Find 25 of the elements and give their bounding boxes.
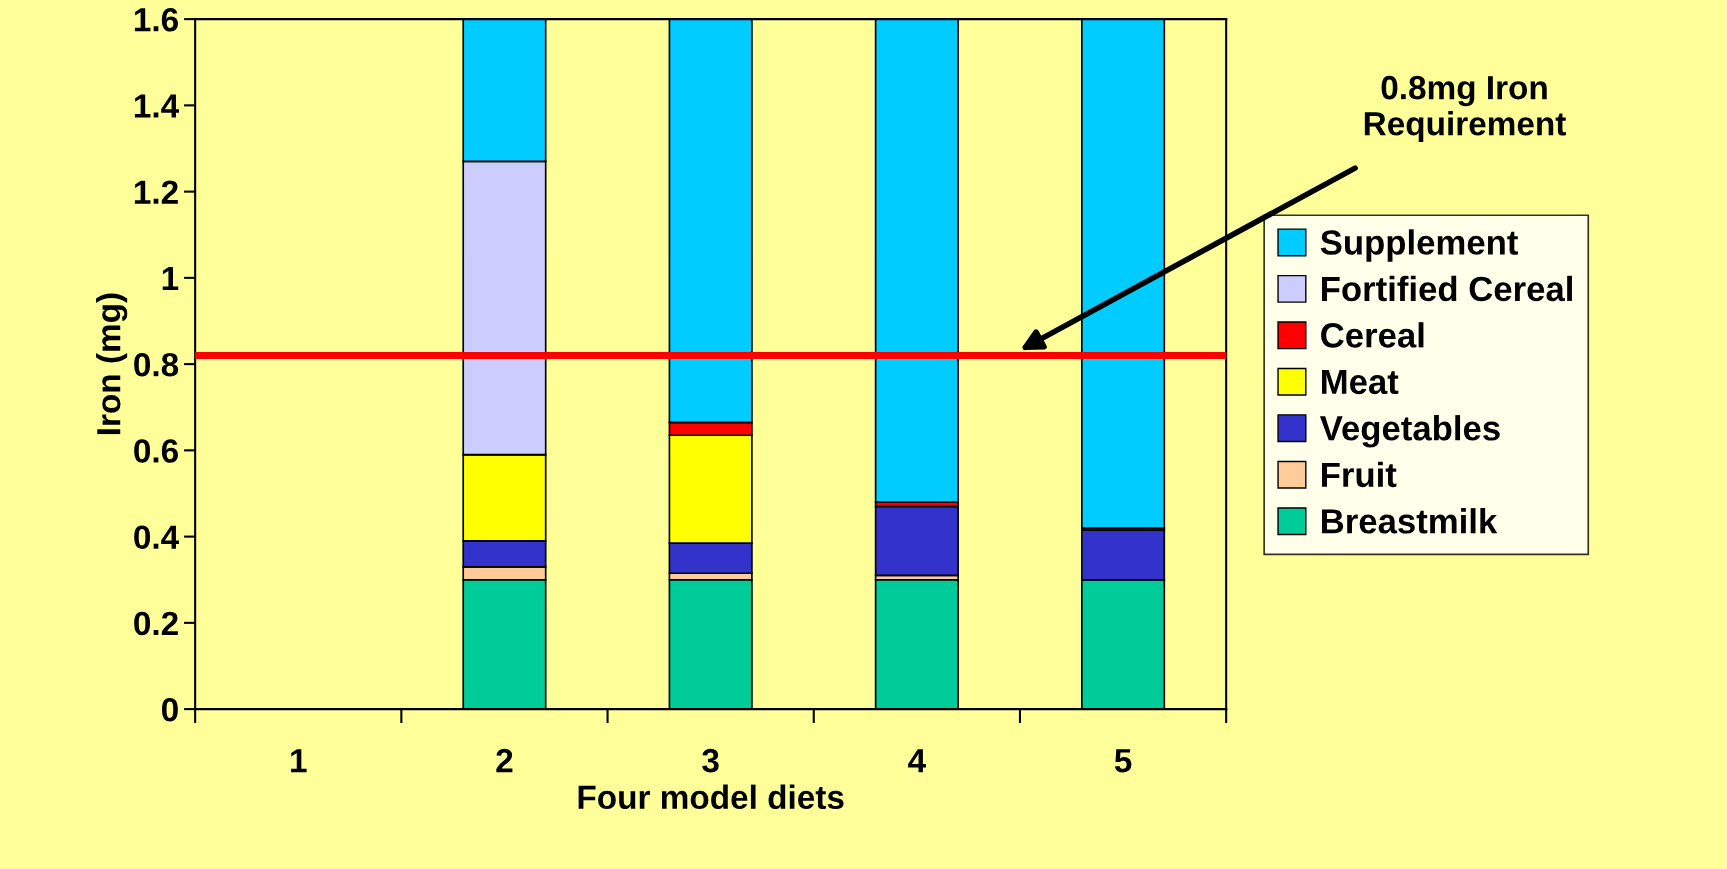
legend-label: Cereal bbox=[1321, 322, 1424, 348]
text: 0.8mg Iron Requirement bbox=[1364, 75, 1566, 143]
y-tick-label: 0.8 bbox=[134, 352, 179, 377]
y-tick-label: 0 bbox=[161, 697, 178, 722]
y-tick-label: 1 bbox=[162, 267, 179, 290]
y-tick-label: 0.4 bbox=[134, 525, 179, 550]
legend-label: Supplement bbox=[1320, 229, 1518, 262]
legend-label: Fruit bbox=[1322, 461, 1397, 488]
y-axis-title: Iron (mg) bbox=[96, 293, 128, 435]
legend-label: Vegetables bbox=[1319, 415, 1500, 448]
y-tick-label: 0.2 bbox=[134, 611, 178, 636]
legend-label: Fortified Cereal bbox=[1322, 275, 1572, 302]
legend-label: Breastmilk bbox=[1322, 508, 1498, 534]
y-tick-label: 1.4 bbox=[134, 94, 179, 118]
bar bbox=[874, 505, 959, 577]
x-tick-label: 1 bbox=[291, 749, 307, 773]
x-tick-label: 4 bbox=[908, 749, 926, 773]
x-axis-title: Four model diets bbox=[578, 784, 844, 810]
x-tick-label: 3 bbox=[702, 748, 719, 773]
x-tick-label: 5 bbox=[1114, 749, 1132, 773]
y-tick-label: 0.6 bbox=[134, 439, 178, 463]
x-tick-label: 2 bbox=[496, 748, 513, 773]
y-tick-label: 1.2 bbox=[134, 180, 178, 204]
legend-label: Meat bbox=[1322, 369, 1399, 395]
y-tick-label: 1.6 bbox=[134, 7, 178, 32]
